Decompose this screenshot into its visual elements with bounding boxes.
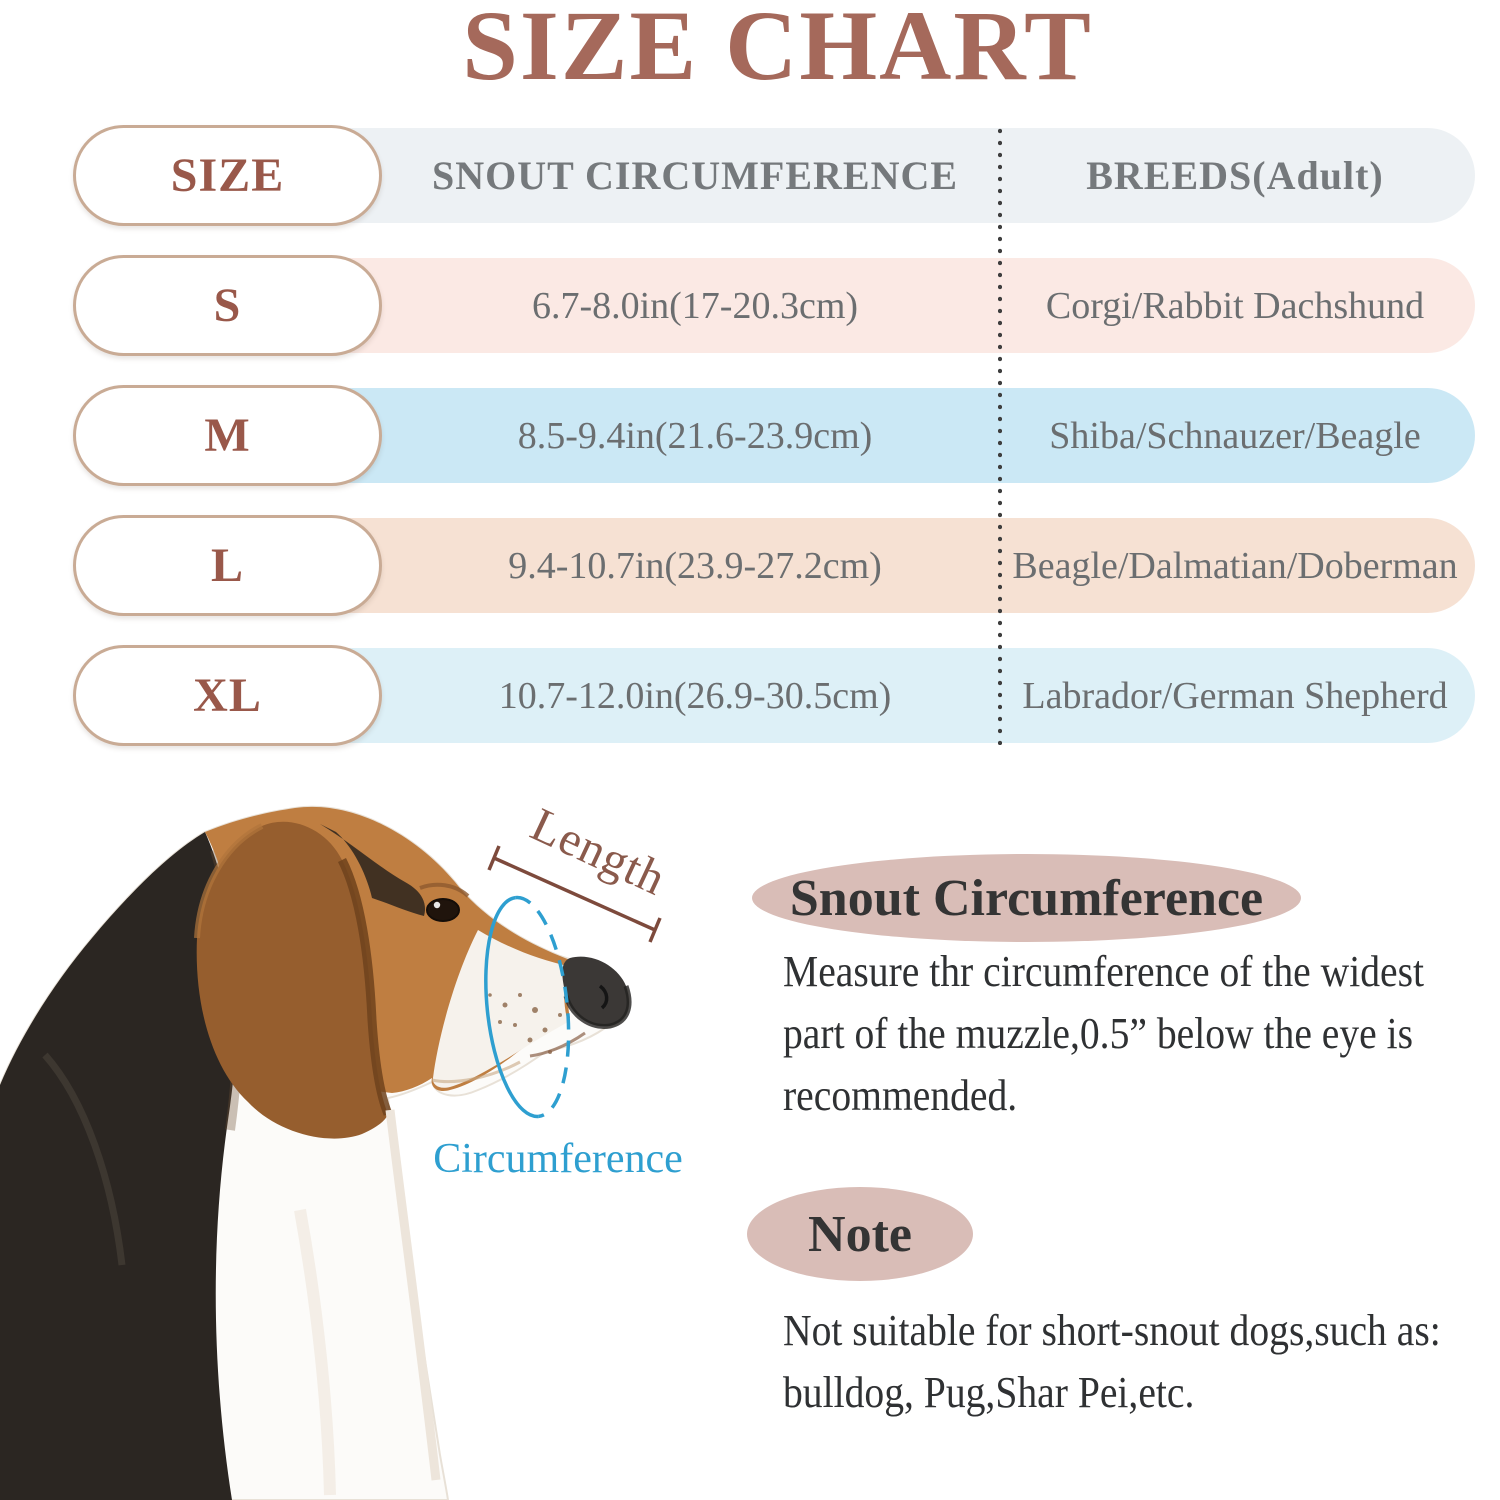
dog-measurement-diagram: Length Circumference (0, 798, 683, 1500)
header-circumference: SNOUT CIRCUMFERENCE (431, 153, 959, 198)
table-row-s: 6.7-8.0in(17-20.3cm) Corgi/Rabbit Dachsh… (0, 255, 1500, 356)
jaw-line (431, 1060, 521, 1084)
note-description: Not suitable for short-snout dogs,such a… (783, 1306, 1441, 1417)
dog-illustration (0, 805, 632, 1500)
circumference-cell: 9.4-10.7in(23.9-27.2cm) (508, 544, 882, 587)
size-label: XL (193, 669, 262, 722)
muzzle-blaze (432, 930, 568, 1088)
dog-ear (196, 821, 388, 1139)
fur-streak (42, 1052, 126, 1266)
size-pill: S (73, 255, 382, 356)
circumference-ellipse (484, 895, 571, 1119)
circumference-ellipse-solid (484, 895, 539, 1119)
circumference-ellipse-dashed (515, 895, 571, 1119)
circumference-label: Circumference (433, 1136, 683, 1182)
header-size-label: SIZE (170, 149, 285, 202)
snout-heading: Snout Circumference (789, 869, 1264, 927)
dog-nose (562, 956, 632, 1029)
table-header-row: SNOUT CIRCUMFERENCE BREEDS(Adult) SIZE (0, 125, 1500, 226)
size-label: S (213, 279, 242, 332)
dog-eye (419, 882, 470, 922)
ear-highlight (194, 823, 264, 939)
circumference-cell: 6.7-8.0in(17-20.3cm) (531, 284, 859, 327)
circumference-cell: 10.7-12.0in(26.9-30.5cm) (498, 674, 892, 717)
breeds-cell: Corgi/Rabbit Dachshund (1045, 284, 1425, 327)
table-row-m: 8.5-9.4in(21.6-23.9cm) Shiba/Schnauzer/B… (0, 385, 1500, 486)
table-row-l: 9.4-10.7in(23.9-27.2cm) Beagle/Dalmatian… (0, 515, 1500, 616)
snout-heading-ellipse: Snout Circumference (752, 854, 1301, 942)
breeds-cell: Labrador/German Shepherd (1022, 674, 1448, 717)
snout-description: Measure thr circumference of the widest … (783, 947, 1425, 1120)
size-pill: XL (73, 645, 382, 746)
breeds-cell: Beagle/Dalmatian/Doberman (1012, 544, 1458, 587)
size-pill: L (73, 515, 382, 616)
chest-shading (294, 1208, 336, 1496)
ear-shadow (337, 857, 393, 1116)
note-heading: Note (808, 1205, 912, 1263)
page-title: SIZE CHART (462, 0, 1093, 101)
chest-shading (385, 1109, 441, 1481)
table-row-xl: 10.7-12.0in(26.9-30.5cm) Labrador/German… (0, 645, 1500, 746)
skull-dark-patch (320, 824, 426, 916)
note-heading-ellipse: Note (747, 1187, 973, 1281)
size-label: M (204, 409, 251, 462)
size-label: L (210, 539, 244, 592)
mouth-line (529, 1031, 586, 1058)
column-divider (998, 128, 1002, 745)
size-pill: M (73, 385, 382, 486)
dog-saddle-patch (0, 832, 237, 1500)
header-size-pill: SIZE (73, 125, 382, 226)
circumference-cell: 8.5-9.4in(21.6-23.9cm) (517, 414, 873, 457)
length-measure-line (487, 845, 662, 943)
header-breeds: BREEDS(Adult) (1086, 153, 1384, 198)
muzzle-speckles (488, 993, 562, 1054)
breeds-cell: Shiba/Schnauzer/Beagle (1049, 414, 1421, 457)
length-label: Length (523, 798, 674, 906)
